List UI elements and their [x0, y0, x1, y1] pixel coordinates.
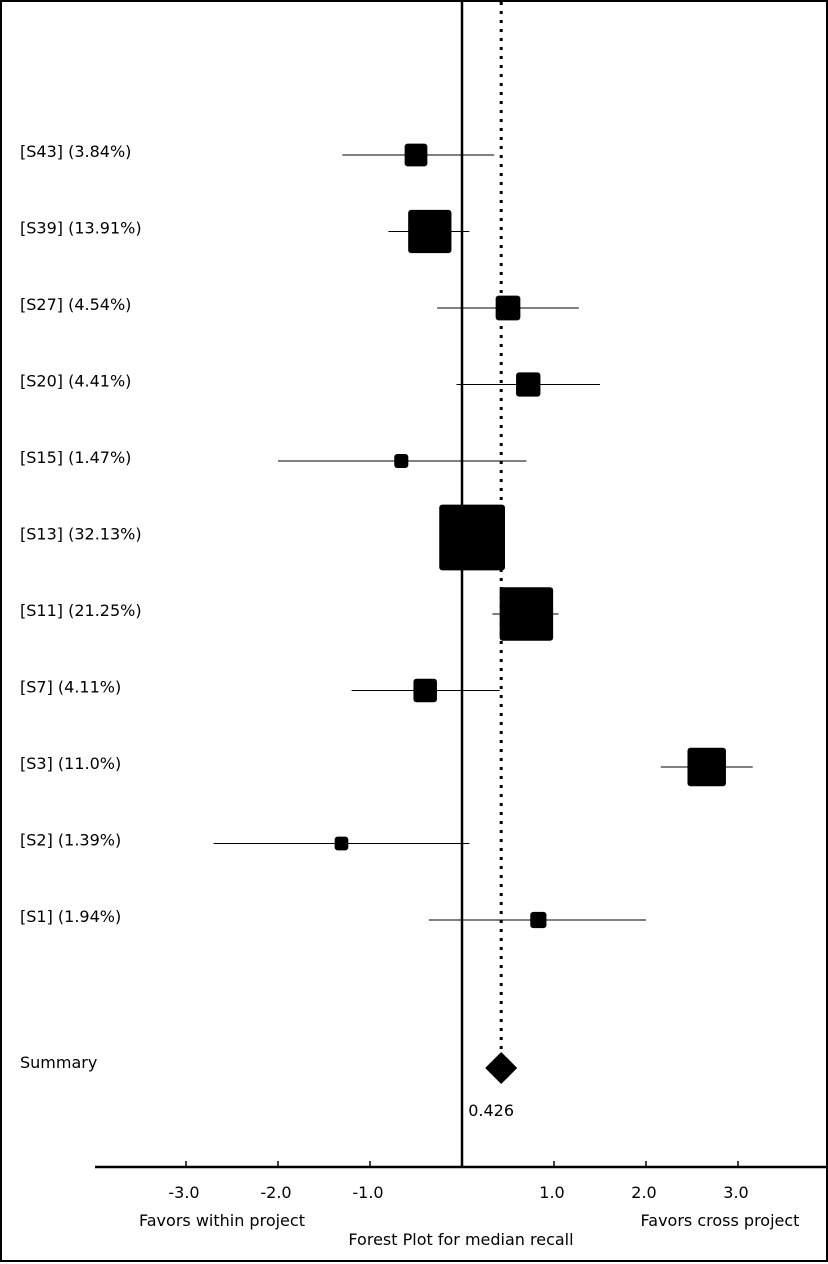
study-label: [S15] (1.47%): [20, 448, 131, 467]
study-label: [S20] (4.41%): [20, 372, 131, 391]
x-tick-label: 2.0: [631, 1183, 656, 1202]
study-estimate-box: [408, 209, 452, 254]
x-tick-label: 3.0: [723, 1183, 748, 1202]
chart-title: Forest Plot for median recall: [348, 1230, 573, 1249]
study-label: [S39] (13.91%): [20, 219, 142, 238]
study-estimate-box: [394, 453, 409, 469]
summary-value-label: 0.426: [468, 1101, 514, 1120]
study-label: [S27] (4.54%): [20, 295, 131, 314]
summary-label: Summary: [20, 1053, 97, 1072]
study-label: [S43] (3.84%): [20, 142, 131, 161]
study-label: [S13] (32.13%): [20, 525, 142, 544]
x-tick-label: -3.0: [168, 1183, 199, 1202]
study-label: [S1] (1.94%): [20, 907, 121, 926]
study-estimate-box: [499, 587, 554, 641]
study-label: [S7] (4.11%): [20, 678, 121, 697]
x-tick-label: 1.0: [539, 1183, 564, 1202]
x-axis-label-left: Favors within project: [139, 1211, 305, 1230]
x-tick-label: -2.0: [260, 1183, 291, 1202]
study-estimate-box: [687, 747, 726, 787]
x-axis-label-right: Favors cross project: [641, 1211, 800, 1230]
study-estimate-box: [334, 836, 349, 851]
study-estimate-box: [404, 143, 428, 167]
study-estimate-box: [516, 372, 541, 397]
study-estimate-box: [413, 678, 437, 703]
study-estimate-box: [495, 295, 521, 321]
x-tick-label: -1.0: [352, 1183, 383, 1202]
summary-diamond: [485, 1052, 518, 1084]
study-label: [S2] (1.39%): [20, 831, 121, 850]
study-label: [S11] (21.25%): [20, 601, 142, 620]
study-estimate-box: [530, 911, 547, 929]
study-label: [S3] (11.0%): [20, 754, 121, 773]
study-estimate-box: [439, 504, 505, 571]
